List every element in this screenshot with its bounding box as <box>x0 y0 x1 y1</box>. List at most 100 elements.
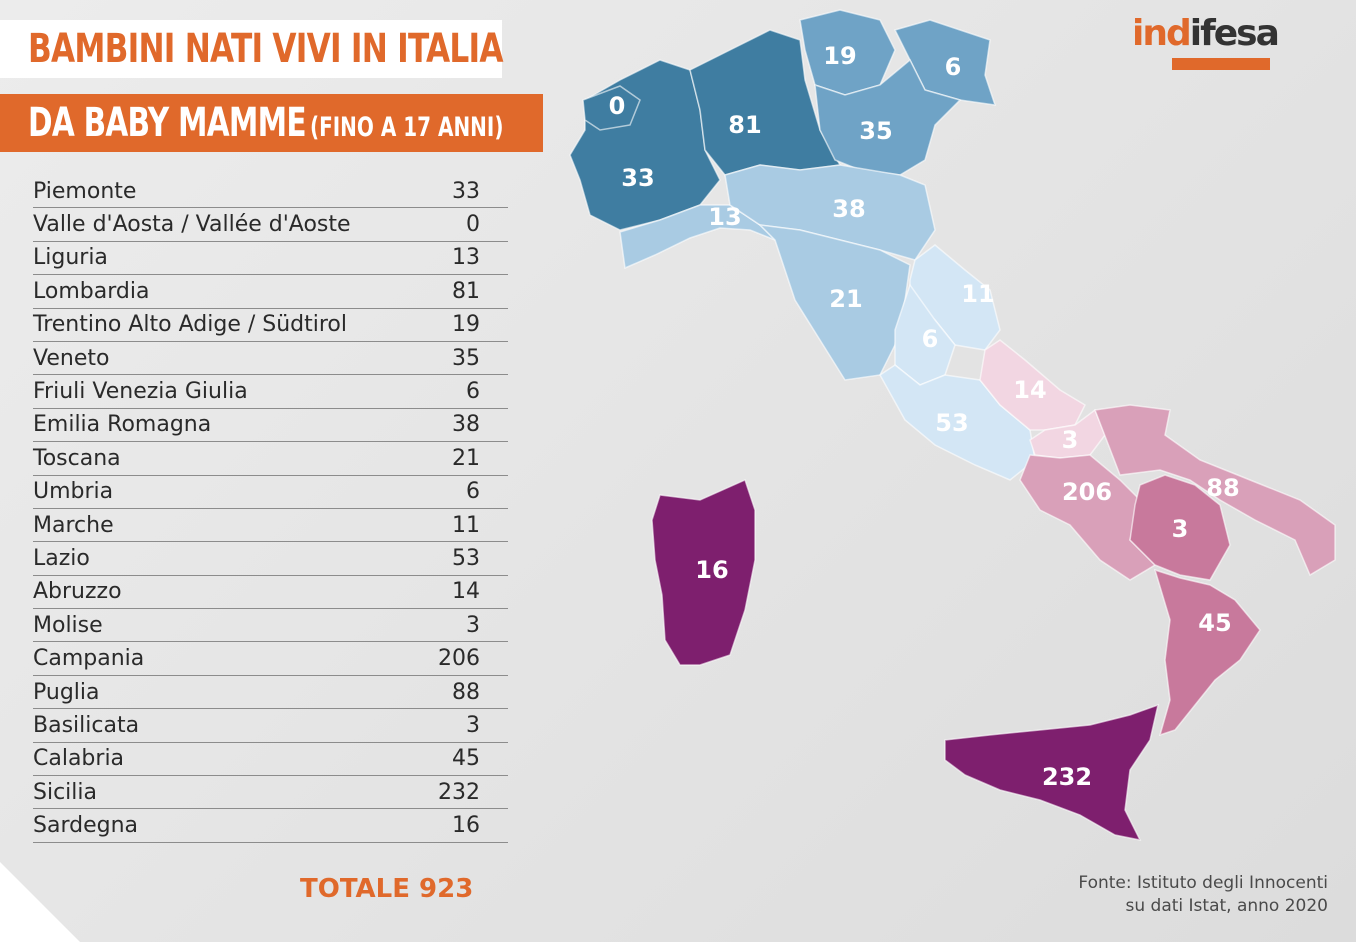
region-value: 206 <box>438 646 480 672</box>
label-puglia: 88 <box>1206 474 1239 502</box>
region-value: 14 <box>452 579 480 605</box>
table-row: Puglia 88 <box>33 676 508 710</box>
label-trentino: 19 <box>823 42 856 70</box>
region-value: 232 <box>438 779 480 805</box>
table-row: Veneto 35 <box>33 342 508 376</box>
region-name: Lombardia <box>33 278 150 304</box>
region-value: 88 <box>452 679 480 705</box>
region-value: 33 <box>452 178 480 204</box>
region-name: Trentino Alto Adige / Südtirol <box>33 312 348 338</box>
source-line-2: su dati Istat, anno 2020 <box>1125 896 1329 916</box>
region-valle-aosta <box>582 85 641 131</box>
region-value: 35 <box>452 345 480 371</box>
region-name: Campania <box>33 646 145 672</box>
region-sardegna <box>651 478 756 666</box>
label-marche: 11 <box>961 280 994 308</box>
table-row: Umbria 6 <box>33 476 508 509</box>
table-row: Abruzzo 14 <box>33 576 508 610</box>
label-lombardia: 81 <box>728 111 761 139</box>
region-name: Puglia <box>33 679 100 705</box>
region-value: 0 <box>466 212 480 238</box>
table-row: Liguria 13 <box>33 242 508 276</box>
region-name: Emilia Romagna <box>33 412 212 438</box>
table-row: Toscana 21 <box>33 442 508 476</box>
table-row: Campania 206 <box>33 642 508 676</box>
region-value: 6 <box>466 479 480 505</box>
region-name: Valle d'Aosta / Vallée d'Aoste <box>33 212 351 238</box>
table-row: Marche 11 <box>33 509 508 543</box>
region-table: Piemonte 33 Valle d'Aosta / Vallée d'Aoste… <box>33 175 508 843</box>
table-row: Lombardia 81 <box>33 275 508 309</box>
label-toscana: 21 <box>829 285 862 313</box>
title-line-2-sub: (FINO A 17 ANNI) <box>309 112 504 143</box>
region-sicilia <box>944 703 1160 842</box>
region-name: Lazio <box>33 545 90 571</box>
logo-text-orange: ind <box>1132 13 1192 54</box>
region-name: Basilicata <box>33 712 140 738</box>
logo-text-dark: ifesa <box>1189 13 1280 54</box>
label-molise: 3 <box>1062 426 1079 454</box>
region-name: Sicilia <box>33 779 97 805</box>
region-name: Calabria <box>33 746 125 772</box>
table-row: Piemonte 33 <box>33 175 508 209</box>
region-value: 45 <box>452 746 480 772</box>
region-value: 21 <box>452 445 480 471</box>
label-abruzzo: 14 <box>1013 376 1046 404</box>
region-value: 81 <box>452 278 480 304</box>
region-name: Umbria <box>33 479 114 505</box>
table-row: Valle d'Aosta / Vallée d'Aoste 0 <box>33 208 508 242</box>
region-value: 19 <box>452 312 480 338</box>
region-name: Liguria <box>33 245 108 271</box>
region-name: Marche <box>33 512 114 538</box>
region-name: Abruzzo <box>33 579 122 605</box>
label-sardegna: 16 <box>695 556 728 584</box>
region-name: Veneto <box>33 345 110 371</box>
region-veneto <box>814 58 962 176</box>
region-value: 3 <box>466 712 480 738</box>
corner-triangle <box>0 862 80 942</box>
label-lazio: 53 <box>935 409 968 437</box>
region-value: 53 <box>452 545 480 571</box>
table-row: Molise 3 <box>33 609 508 643</box>
label-umbria: 6 <box>922 325 939 353</box>
region-name: Toscana <box>33 445 121 471</box>
region-basilicata <box>1129 474 1231 581</box>
table-row: Sicilia 232 <box>33 776 508 810</box>
label-veneto: 35 <box>859 117 892 145</box>
region-puglia <box>1093 404 1336 577</box>
region-value: 38 <box>452 412 480 438</box>
label-liguria: 13 <box>708 203 741 231</box>
label-valle-aosta: 0 <box>609 92 626 120</box>
table-row: Emilia Romagna 38 <box>33 409 508 443</box>
region-value: 3 <box>466 612 480 638</box>
title-line-1-text: BAMBINI NATI VIVI IN ITALIA <box>28 26 503 72</box>
label-basilicata: 3 <box>1172 515 1189 543</box>
indifesa-logo: indifesa <box>1132 14 1317 79</box>
table-row: Friuli Venezia Giulia 6 <box>33 375 508 409</box>
title-line-2-text: DA BABY MAMME (FINO A 17 ANNI) <box>28 100 503 146</box>
table-row: Basilicata 3 <box>33 709 508 743</box>
total-label: TOTALE 923 <box>300 874 474 904</box>
label-friuli: 6 <box>945 53 962 81</box>
region-name: Molise <box>33 612 103 638</box>
region-liguria <box>619 204 776 270</box>
table-row: Calabria 45 <box>33 743 508 777</box>
label-campania: 206 <box>1062 478 1112 506</box>
source-line-1: Fonte: Istituto degli Innocenti <box>1078 873 1328 893</box>
region-name: Sardegna <box>33 813 138 839</box>
title-line-2-main: DA BABY MAMME <box>28 100 307 146</box>
region-name: Friuli Venezia Giulia <box>33 379 248 405</box>
table-row: Trentino Alto Adige / Südtirol 19 <box>33 309 508 342</box>
region-value: 11 <box>452 512 480 538</box>
label-sicilia: 232 <box>1042 763 1092 791</box>
title-line-1: BAMBINI NATI VIVI IN ITALIA <box>0 20 503 78</box>
table-row: Lazio 53 <box>33 542 508 576</box>
region-value: 6 <box>466 379 480 405</box>
region-name: Piemonte <box>33 178 137 204</box>
logo-bar <box>1172 58 1270 70</box>
logo-text: indifesa <box>1132 14 1317 54</box>
region-calabria <box>1153 568 1261 737</box>
table-row: Sardegna 16 <box>33 809 508 843</box>
title-line-2: DA BABY MAMME (FINO A 17 ANNI) <box>0 94 543 152</box>
